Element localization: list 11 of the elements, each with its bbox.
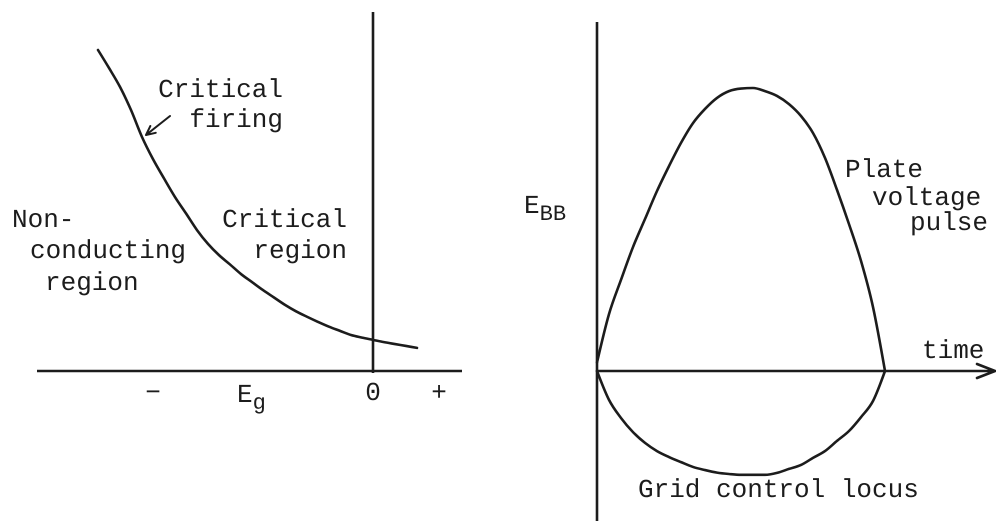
x-axis-title: E$_{g}$ xyxy=(237,380,266,416)
annotation: Non- conducting region xyxy=(12,205,186,298)
x-tick-label: 0 xyxy=(365,378,381,408)
x-tick-label: + xyxy=(431,378,447,408)
annotation: Critical region xyxy=(222,205,347,266)
series-label: Plate voltage pulse xyxy=(845,155,988,238)
x-tick-label: − xyxy=(145,378,161,408)
x-axis-title: time xyxy=(922,336,984,366)
series-label: Critical firing xyxy=(158,75,283,135)
series-label: Grid control locus xyxy=(638,475,919,505)
y-axis-title: E$_{BB}$ xyxy=(524,191,566,227)
